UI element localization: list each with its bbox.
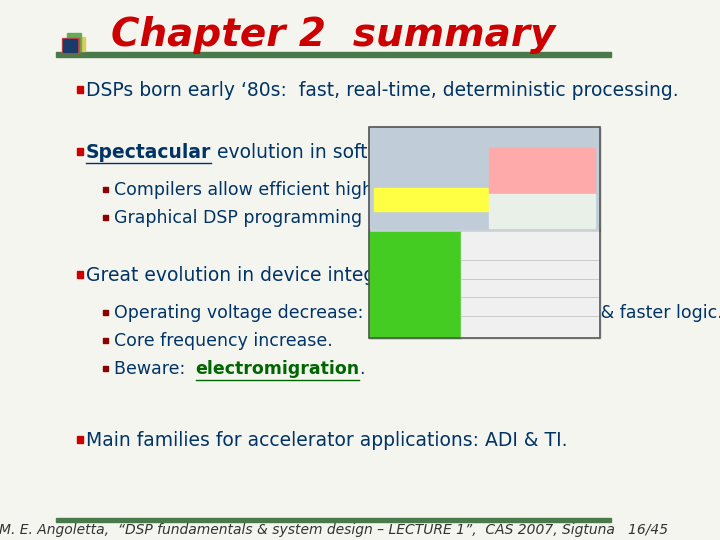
Text: Core frequency increase.: Core frequency increase.	[114, 332, 333, 350]
Bar	[55, 52, 611, 57]
Bar	[369, 127, 600, 338]
Bar	[103, 187, 108, 192]
Bar	[103, 215, 108, 220]
Bar	[62, 38, 78, 53]
Text: Graphical DSP programming (rapid prototyping).: Graphical DSP programming (rapid prototy…	[114, 209, 539, 227]
Text: Spectacular: Spectacular	[86, 143, 212, 162]
Bar	[55, 518, 611, 522]
Bar	[76, 271, 84, 278]
Bar	[489, 194, 595, 228]
Text: evolution in software tools.: evolution in software tools.	[211, 143, 470, 162]
Bar	[67, 37, 85, 51]
Bar	[76, 86, 84, 93]
Bar	[369, 232, 462, 338]
Bar	[462, 232, 600, 338]
Bar	[103, 310, 108, 315]
Text: Beware:: Beware:	[114, 360, 196, 379]
Bar	[369, 127, 600, 228]
Text: Compilers allow efficient high-level.: Compilers allow efficient high-level.	[114, 181, 426, 199]
Text: Great evolution in device integration.: Great evolution in device integration.	[86, 266, 436, 285]
Bar	[103, 338, 108, 343]
Bar	[489, 148, 595, 194]
Text: M. E. Angoletta,  “DSP fundamentals & system design – LECTURE 1”,  CAS 2007, Sig: M. E. Angoletta, “DSP fundamentals & sys…	[0, 523, 667, 537]
Text: Operating voltage decrease: lower power consumption & faster logic.: Operating voltage decrease: lower power …	[114, 304, 720, 322]
Text: Main families for accelerator applications: ADI & TI.: Main families for accelerator applicatio…	[86, 430, 567, 450]
Bar	[63, 39, 77, 52]
Text: electromigration: electromigration	[196, 360, 360, 379]
Bar	[369, 127, 600, 338]
Text: Chapter 2  summary: Chapter 2 summary	[111, 16, 555, 54]
Bar	[67, 33, 81, 51]
Bar	[76, 436, 84, 443]
Text: DSPs born early ‘80s:  fast, real-time, deterministic processing.: DSPs born early ‘80s: fast, real-time, d…	[86, 81, 679, 100]
Bar	[374, 188, 489, 211]
Bar	[76, 148, 84, 155]
Text: .: .	[359, 360, 364, 379]
Bar	[103, 366, 108, 371]
